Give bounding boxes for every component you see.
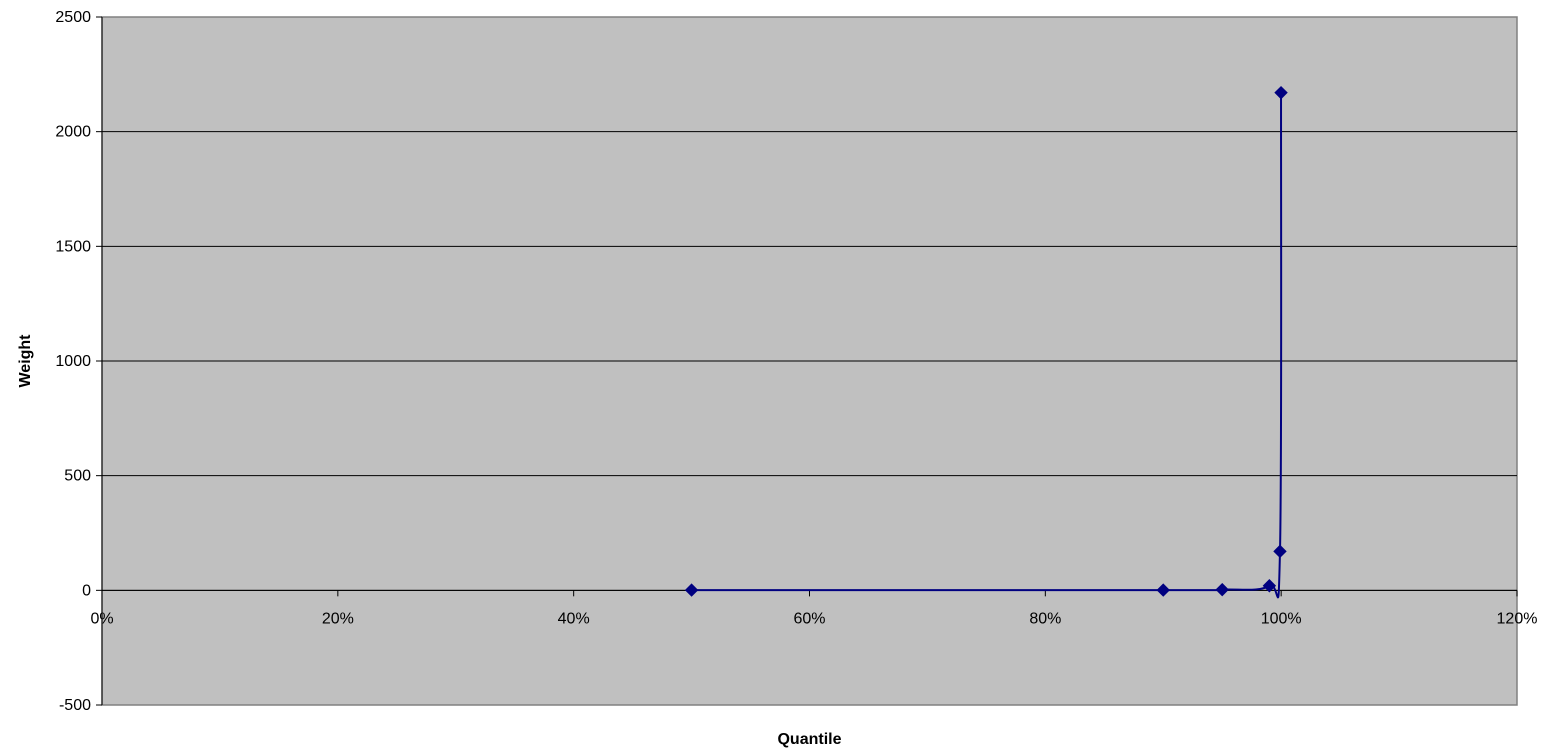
data-point-marker — [1215, 582, 1229, 597]
x-tick-label: 40% — [558, 610, 590, 627]
data-point-marker — [1273, 544, 1287, 559]
series-line — [691, 92, 1283, 599]
x-axis-ticks: 0% 20% 40% 60% 80% 100% 120% — [90, 590, 1537, 627]
x-tick-label: 120% — [1497, 610, 1538, 627]
y-tick-label: 2000 — [55, 124, 91, 141]
y-axis-ticks: -500 0 500 1000 1500 2000 2500 — [55, 9, 102, 714]
y-tick-label: 1000 — [55, 353, 91, 370]
data-point-marker — [684, 583, 699, 597]
y-axis-title: Weight — [17, 334, 34, 388]
x-tick-label: 0% — [90, 610, 113, 627]
y-tick-label: 2500 — [55, 9, 91, 26]
y-tick-label: -500 — [59, 697, 91, 714]
x-tick-label: 60% — [793, 610, 825, 627]
x-axis-title: Quantile — [777, 731, 841, 748]
y-tick-label: 1500 — [55, 238, 91, 255]
y-tick-label: 500 — [64, 468, 91, 485]
x-tick-label: 100% — [1261, 610, 1302, 627]
y-tick-label: 0 — [82, 582, 91, 599]
x-tick-label: 20% — [322, 610, 354, 627]
series-markers — [684, 85, 1288, 597]
data-point-marker — [1274, 85, 1288, 100]
x-tick-label: 80% — [1029, 610, 1061, 627]
data-point-marker — [1156, 583, 1170, 597]
data-point-marker — [1262, 579, 1277, 593]
